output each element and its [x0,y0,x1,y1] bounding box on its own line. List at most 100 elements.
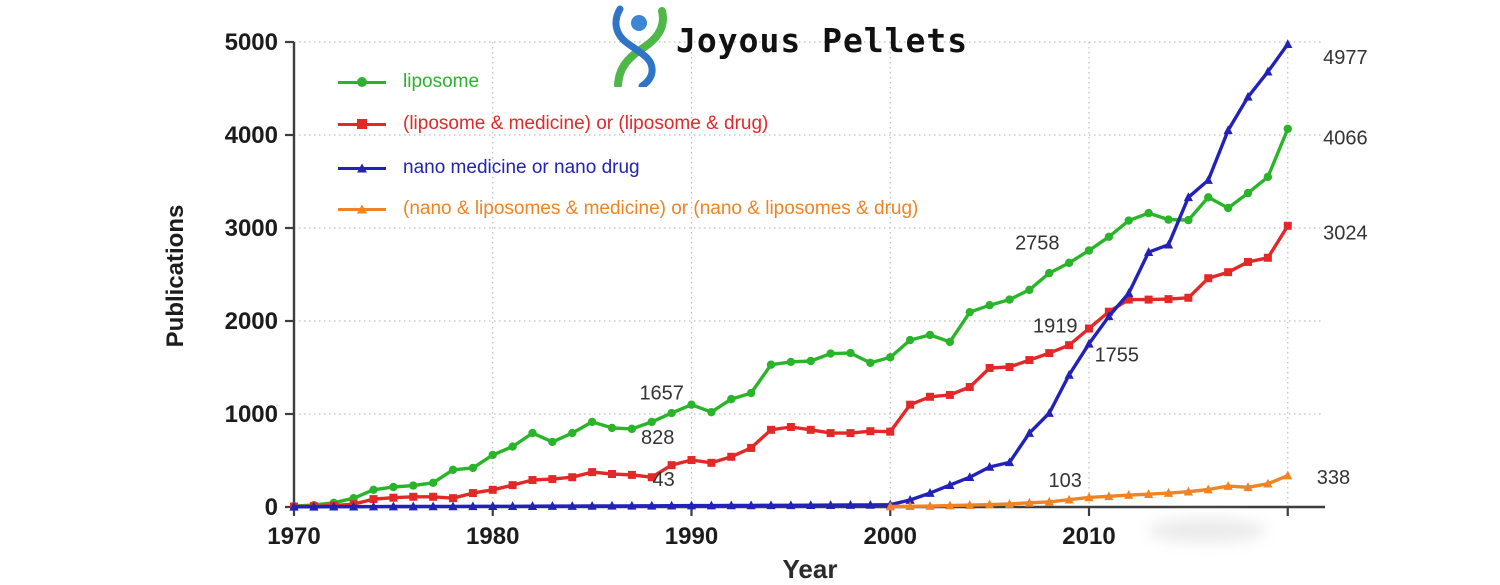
x-axis-title: Year [782,554,838,584]
series-2-marker [945,480,955,489]
series-1-marker [488,485,497,494]
series-0-marker [886,353,895,362]
series-1-marker [846,429,855,438]
x-tick-label: 1990 [665,523,718,550]
series-2-marker [428,501,438,511]
x-tick-label: 1970 [267,523,320,550]
series-0-marker [866,358,875,368]
series-1-marker [906,400,915,409]
x-tick-label: 1980 [466,523,519,550]
series-1-marker [1244,257,1252,266]
series-1-marker [1025,356,1034,365]
series-0-marker [1005,295,1014,304]
series-3-marker [1163,488,1174,497]
series-2-marker [686,500,697,510]
y-tick-label: 2000 [225,308,278,335]
series-1-marker [1085,324,1093,333]
y-tick-label: 3000 [225,215,278,242]
y-tick-label: 4000 [225,122,278,149]
series-0-marker [985,300,994,310]
series-1-marker [826,429,835,438]
legend-item-nano-liposomes-medicine-drug: (nano & liposomes & medicine) or (nano &… [338,198,918,220]
series-2-marker [408,501,418,511]
series-3-marker [1044,496,1054,506]
series-2-marker [488,501,498,511]
annotation-label: 2758 [1015,232,1060,254]
series-1-marker [389,493,398,502]
series-0-marker [647,417,656,427]
y-tick-label: 1000 [225,401,278,428]
annotation-label: 3024 [1323,223,1368,245]
series-2-marker [508,501,518,511]
series-2-marker [667,500,677,510]
series-0-marker [905,335,915,345]
series-1-marker [985,363,994,372]
series-2-marker [1183,192,1193,202]
series-2-marker [349,501,359,511]
series-1-marker [369,495,378,504]
series-2-marker [448,501,458,511]
series-3-marker [885,501,895,511]
series-2-marker [1004,457,1015,467]
series-2-marker [905,495,915,504]
series-1-marker [548,475,557,484]
legend-line-nano-medicine-drug [338,163,386,173]
y-tick-label: 0 [265,494,278,521]
y-axis-title: Publications [162,204,189,348]
series-1-marker [1005,363,1014,372]
series-1-marker [1144,295,1153,304]
series-0-marker [1164,215,1173,224]
annotation-label: 43 [653,469,675,491]
series-0-marker [488,450,497,460]
series-2-marker [1044,408,1054,417]
series-0-marker [786,357,796,367]
series-0-marker [1124,216,1133,225]
series-1-marker [1224,268,1233,277]
series-1-marker [1263,253,1272,262]
series-0-marker [846,348,855,358]
series-1-marker [806,425,815,434]
series-2-marker [527,501,538,510]
series-1-marker [1184,293,1193,302]
annotation-label: 4066 [1323,127,1368,149]
series-0-marker [369,485,378,494]
series-2-marker [368,501,379,511]
person-dna-logo-icon [612,5,667,87]
series-line-0 [292,127,1290,508]
series-3-marker [945,500,955,510]
annotation-label: 103 [1048,470,1081,492]
series-0-marker [806,356,815,366]
x-tick-label: 2010 [1062,523,1115,550]
series-2-marker [1104,311,1114,321]
series-0-marker [965,307,974,317]
series-0-marker [1144,208,1153,218]
annotation-label: 828 [641,427,674,449]
series-2-marker [706,500,716,510]
series-2-marker [1064,369,1074,379]
series-2-marker [746,500,756,510]
series-1-marker [647,473,656,482]
annotation-label: 1755 [1095,344,1140,366]
series-0-marker [389,482,398,492]
series-0-marker [707,407,716,417]
series-1-marker [965,383,974,392]
legend-marker-triangle-icon [357,204,367,214]
series-1-marker [687,456,696,465]
series-0-marker [1283,124,1292,134]
series-3-marker [1183,486,1193,496]
annotation-label: 338 [1317,467,1350,489]
series-1-marker [608,469,616,478]
series-1-marker [468,489,477,498]
series-3-marker [1283,470,1293,480]
series-2-marker [1124,288,1134,297]
series-3-marker [1203,484,1213,494]
series-2-marker [806,500,816,510]
series-1-marker [1124,295,1133,304]
series-2-marker [865,499,875,509]
series-2-marker [309,501,319,511]
series-3-marker [985,499,995,509]
series-1-marker [1283,221,1292,230]
legend-line-liposome-medicine-drug [338,119,386,129]
